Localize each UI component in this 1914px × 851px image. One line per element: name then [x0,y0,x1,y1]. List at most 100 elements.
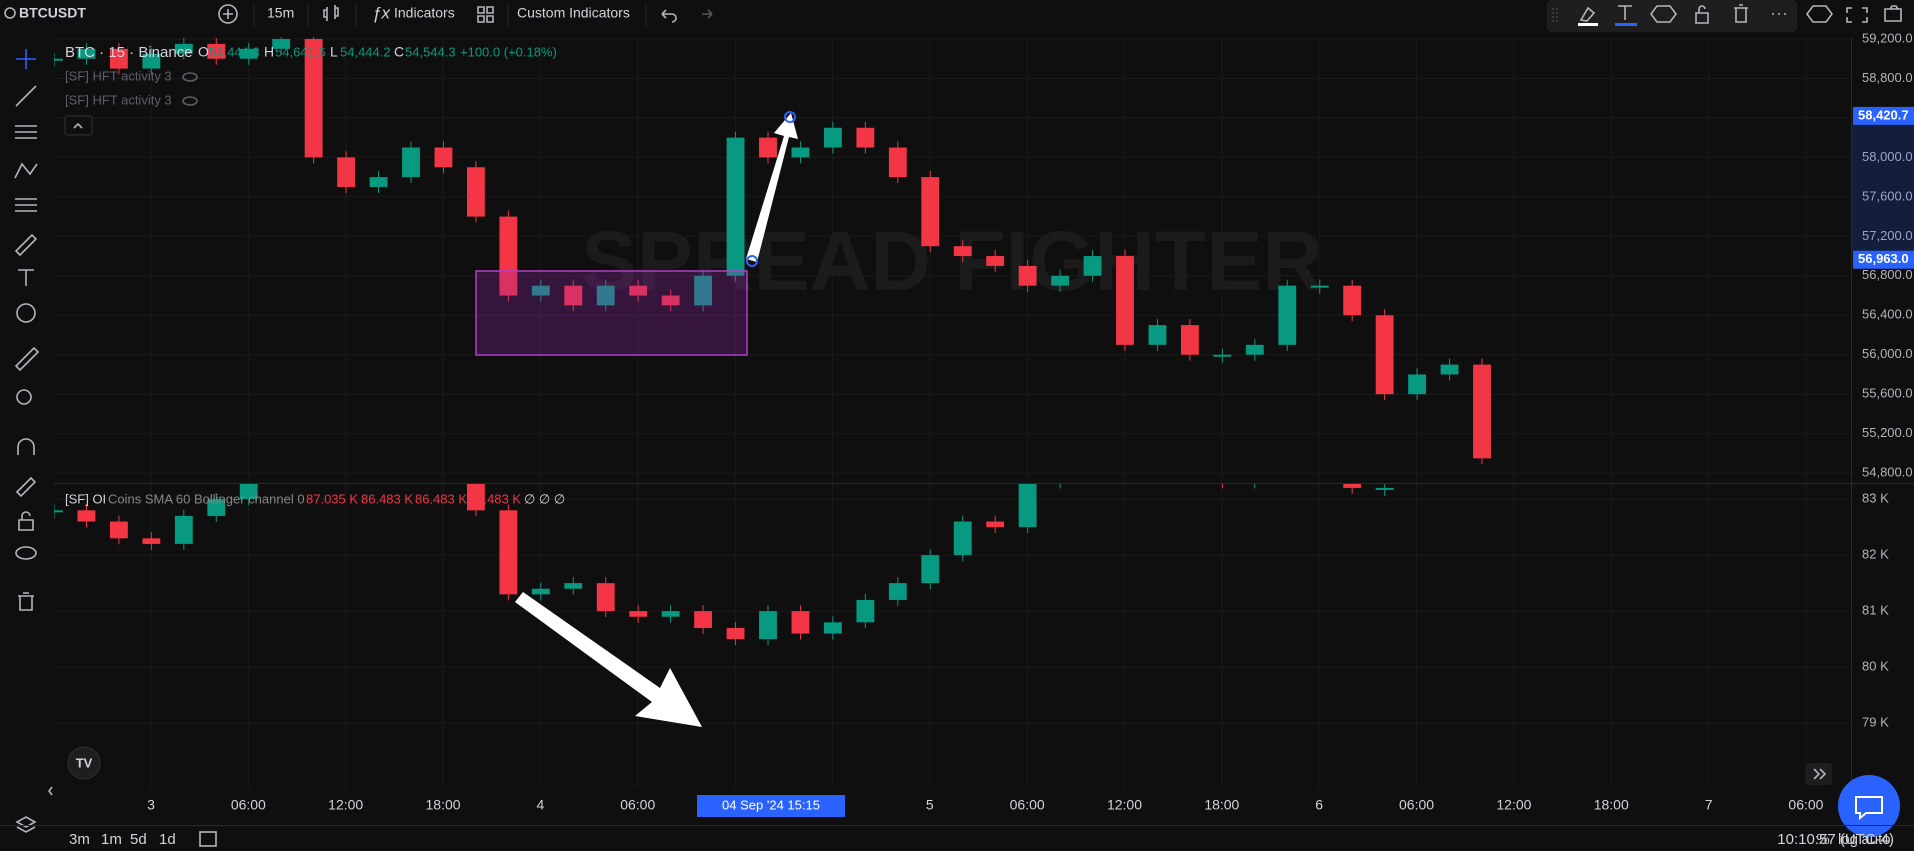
candle [54,58,63,61]
range-button[interactable]: 1d [159,831,176,848]
y-tick-label: 56,400.0 [1862,307,1913,322]
hide-tool[interactable] [15,546,37,560]
time-label: 12:00 [1107,797,1142,813]
y-tick-label: 82 K [1862,547,1889,562]
candle [823,127,842,148]
left-toolbar [14,49,53,833]
candle [953,521,972,556]
snapshot-icon[interactable] [1884,5,1902,22]
interval[interactable]: 15m [267,5,294,21]
drag-handle[interactable] [1552,8,1558,24]
pattern-tool[interactable] [14,162,38,179]
time-label: 06:00 [1788,797,1823,813]
time-label: 18:00 [1594,797,1629,813]
candle [239,484,258,500]
custom-indicators-button[interactable]: Custom Indicators [517,5,630,21]
fullscreen-icon[interactable] [1846,7,1868,23]
candle [921,555,940,584]
candle [823,622,842,634]
candle [142,53,161,69]
delete-icon[interactable] [1734,4,1748,23]
oi-value: 86.483 K [469,491,521,506]
draw-mode-tool[interactable] [15,476,37,498]
hidden-icon[interactable] [182,72,198,82]
chart-settings-icon[interactable] [1806,5,1833,23]
fib-tool[interactable] [15,125,37,139]
search-icon[interactable] [4,7,16,19]
brush-tool[interactable] [14,233,38,257]
time-label: 18:00 [1204,797,1239,813]
range-box[interactable] [475,270,748,356]
time-label: 12:00 [1496,797,1531,813]
top-toolbar: BTCUSDT 15m ƒx Indicators Custom Indicat… [4,0,1902,32]
symbol[interactable]: BTCUSDT [19,5,86,21]
l-value: 54,444.2 [340,44,391,59]
chat-button[interactable] [1838,775,1900,837]
tv-logo[interactable] [67,746,101,780]
time-label: 18:00 [426,797,461,813]
candle [694,275,713,306]
y-tick-label: 83 K [1862,491,1889,506]
candle [791,147,810,158]
candle [1245,344,1264,355]
text-tool[interactable] [18,269,34,286]
color-icon[interactable] [1579,6,1596,22]
trend-line-tool[interactable] [15,85,37,107]
range-button[interactable]: 3m [69,831,90,848]
collapse-icon[interactable] [48,786,53,796]
h-value: 54,641.6 [275,44,326,59]
time-label: 4 [537,797,545,813]
undo-icon[interactable] [661,9,677,23]
fx-icon[interactable]: ƒx [372,3,390,22]
zoom-tool[interactable] [16,389,32,405]
arrow-up[interactable] [746,113,798,262]
study[interactable]: [SF] HFT activity 3 [65,92,172,107]
chart-type-icon[interactable] [323,5,339,21]
magnet-tool[interactable] [17,438,35,455]
hidden-icon[interactable] [182,96,198,106]
emoji-tool[interactable] [16,303,36,323]
axes: 3 06:00 12:00 18:00 4 06:00 5 06:00 12:00 18:00 6 0… [147,30,1914,817]
y-tick-label: 57,200.0 [1862,228,1913,243]
candle [856,599,875,623]
scroll-icon [1813,768,1827,780]
candle [1375,315,1394,395]
oi-pane [54,484,1394,646]
crosshair-time-box [697,795,845,817]
candle [629,611,648,617]
indicators-button[interactable]: Indicators [394,5,455,21]
forecast-tool[interactable] [15,198,37,212]
redo-icon[interactable] [702,9,713,19]
remove-tool[interactable] [18,592,34,611]
settings-icon[interactable] [1650,5,1677,23]
candle [1343,484,1362,488]
lock-tool[interactable] [18,511,34,531]
range-button[interactable]: 1m [101,831,122,848]
time-label: 06:00 [1399,797,1434,813]
y-tick-label: 57,600.0 [1862,188,1913,203]
range-button[interactable]: 5d [130,831,147,848]
candle [531,588,550,595]
h-label: H [264,44,274,60]
handle[interactable] [746,255,758,267]
date-range-icon[interactable] [199,831,217,847]
arrow-down[interactable] [515,592,702,727]
study[interactable]: [SF] HFT activity 3 [65,68,172,83]
candle [759,137,777,158]
y-tick-label: 59,200.0 [1862,30,1913,45]
templates-icon[interactable] [477,6,494,23]
measure-tool[interactable] [14,346,40,372]
price-badge [1853,106,1914,125]
add-icon[interactable] [218,4,238,24]
candle [142,538,161,544]
candle [1083,256,1102,276]
candle [54,510,63,513]
handle[interactable] [784,111,796,123]
y-tick-label: 81 K [1862,603,1889,618]
text-color-icon[interactable] [1618,5,1632,20]
candle [888,147,907,178]
cursor-tool[interactable] [16,49,36,69]
o-label: O [198,44,209,60]
lock-icon[interactable] [1695,5,1709,24]
